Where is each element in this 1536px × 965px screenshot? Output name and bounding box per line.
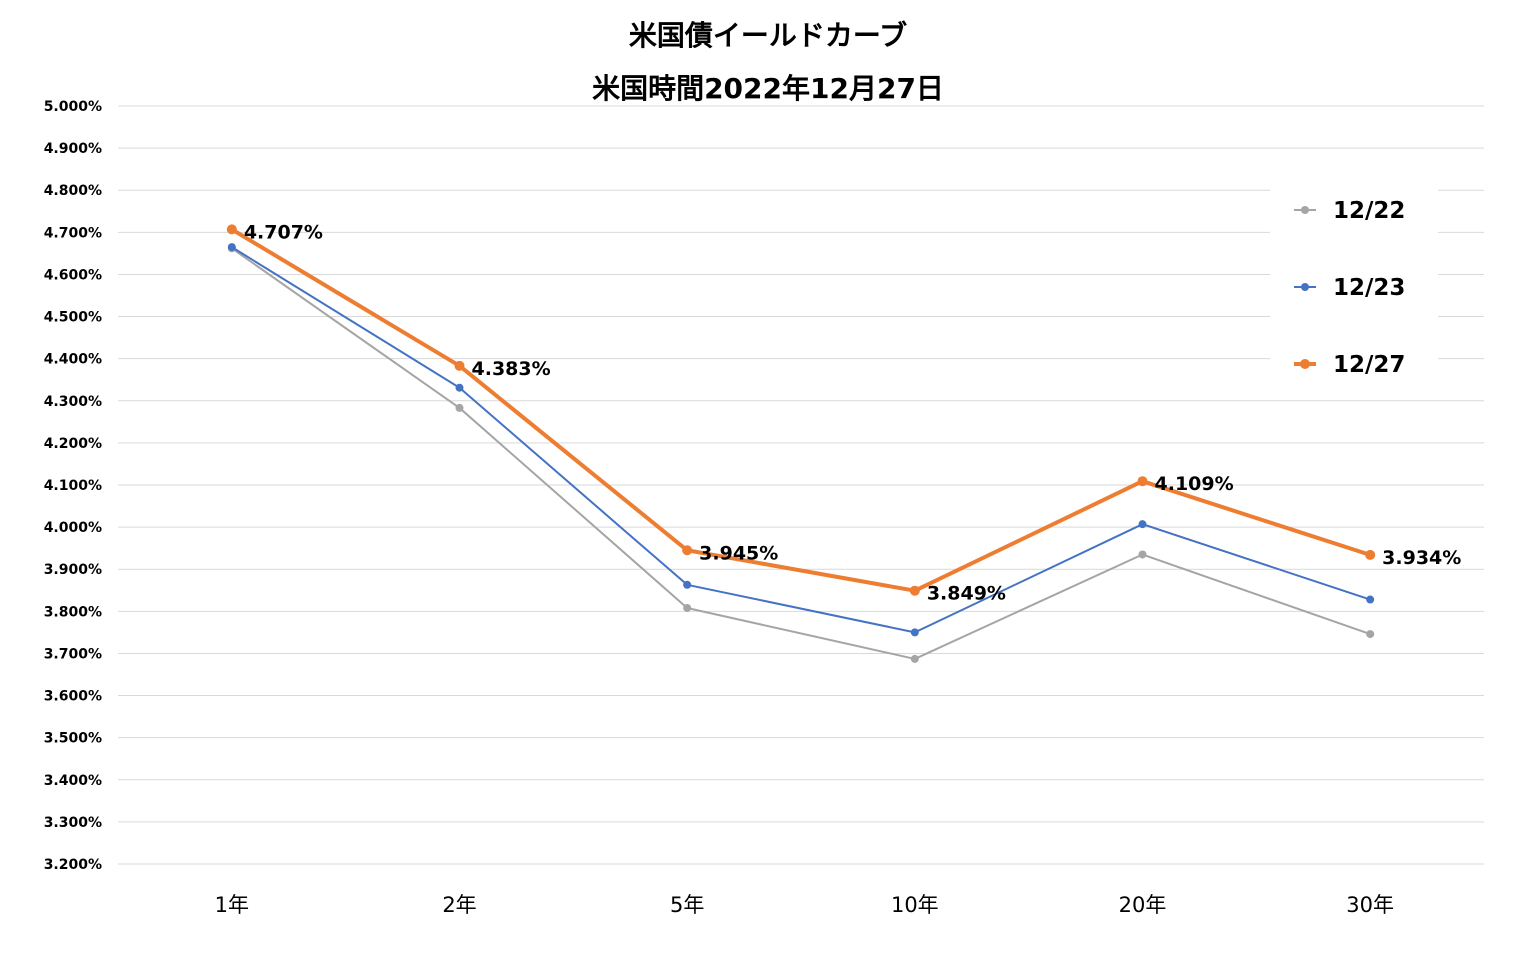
data-label: 3.945% (699, 542, 778, 564)
legend-label: 12/27 (1333, 352, 1405, 378)
data-point (454, 360, 465, 371)
y-tick-label: 3.200% (44, 857, 102, 873)
data-point (1366, 595, 1375, 604)
data-point (226, 224, 237, 235)
data-point (909, 585, 920, 596)
data-label: 4.383% (472, 358, 551, 380)
data-label: 4.707% (244, 221, 323, 243)
y-tick-label: 3.600% (44, 689, 102, 705)
series-lines (226, 224, 1376, 663)
data-label: 4.109% (1155, 473, 1234, 495)
data-point (683, 580, 692, 589)
data-point (682, 545, 693, 556)
y-tick-label: 4.100% (44, 478, 102, 494)
y-tick-label: 4.000% (44, 520, 102, 536)
y-tick-label: 3.400% (44, 773, 102, 789)
data-point (1365, 549, 1376, 560)
x-tick-label: 10年 (891, 893, 939, 917)
y-tick-label: 3.300% (44, 815, 102, 831)
y-tick-label: 3.700% (44, 646, 102, 662)
data-label: 3.934% (1382, 547, 1461, 569)
y-tick-label: 4.900% (44, 141, 102, 157)
x-axis-ticks: 1年 2年 5年 10年 20年 30年 (215, 893, 1394, 917)
y-tick-label: 4.300% (44, 394, 102, 410)
data-point (455, 383, 464, 392)
data-point (683, 603, 692, 612)
y-tick-label: 3.800% (44, 604, 102, 620)
series-line-12-23 (231, 246, 1371, 634)
y-tick-label: 5.000% (44, 99, 102, 115)
data-labels: 4.707% 4.383% 3.945% 3.849% 4.109% 3.934% (244, 221, 1461, 604)
legend-label: 12/23 (1333, 275, 1405, 301)
x-tick-label: 1年 (215, 893, 249, 917)
legend-marker (1301, 206, 1309, 214)
legend: 12/22 12/23 12/27 (1270, 180, 1438, 400)
series-line-12-22 (231, 247, 1371, 660)
series-line-12-27 (230, 227, 1371, 593)
x-tick-label: 30年 (1346, 893, 1394, 917)
x-tick-label: 2年 (442, 893, 476, 917)
data-point (1137, 476, 1148, 487)
chart-title: 米国債イールドカーブ (629, 19, 907, 52)
data-point (1138, 520, 1147, 529)
y-tick-label: 3.500% (44, 731, 102, 747)
y-tick-label: 4.800% (44, 183, 102, 199)
y-tick-label: 4.600% (44, 267, 102, 283)
data-point (910, 628, 919, 637)
data-point (1138, 550, 1147, 559)
data-point (455, 403, 464, 412)
legend-label: 12/22 (1333, 198, 1405, 224)
legend-marker (1300, 359, 1310, 369)
y-tick-label: 3.900% (44, 562, 102, 578)
data-point (227, 243, 236, 252)
y-axis-ticks: 5.000% 4.900% 4.800% 4.700% 4.600% 4.500% 4.40… (44, 99, 102, 873)
y-tick-label: 4.400% (44, 352, 102, 368)
data-point (1366, 630, 1375, 639)
x-tick-label: 20年 (1119, 893, 1167, 917)
data-label: 3.849% (927, 583, 1006, 605)
x-tick-label: 5年 (670, 893, 704, 917)
y-tick-label: 4.500% (44, 310, 102, 326)
chart-subtitle: 米国時間2022年12月27日 (592, 72, 944, 105)
legend-marker (1301, 283, 1309, 291)
y-tick-label: 4.700% (44, 225, 102, 241)
y-tick-label: 4.200% (44, 436, 102, 452)
data-point (910, 654, 919, 663)
